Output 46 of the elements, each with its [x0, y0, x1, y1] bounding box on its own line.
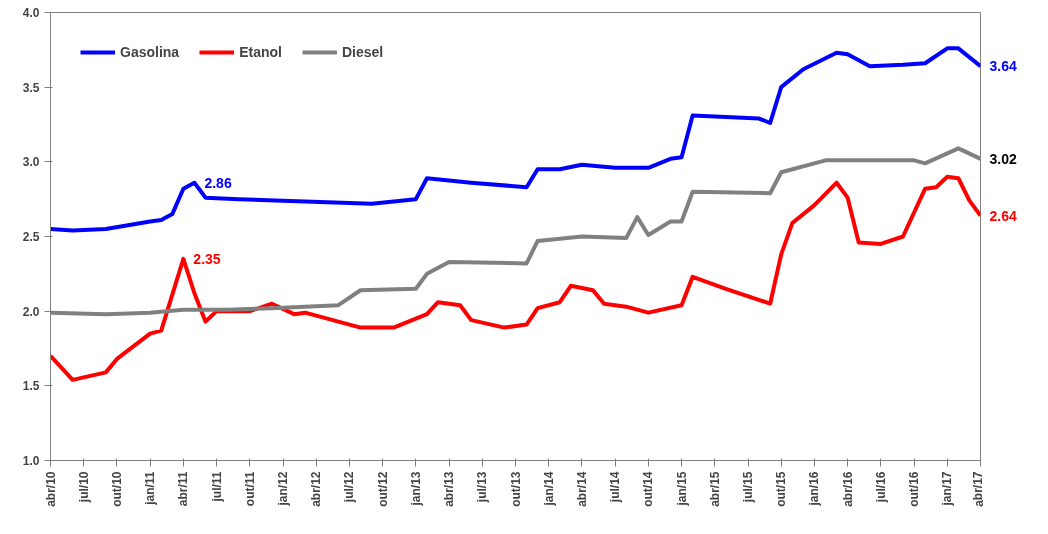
y-tick-label: 4.0 — [22, 6, 40, 20]
x-tick-label: abr/12 — [309, 471, 324, 507]
x-tick-label: jul/16 — [873, 471, 888, 504]
x-tick-label: jan/17 — [940, 471, 955, 507]
x-tick-label: out/16 — [907, 471, 922, 507]
x-tick-label: jul/10 — [76, 471, 91, 504]
x-tick-label: abr/14 — [574, 471, 589, 507]
annotation: 3.02 — [989, 150, 1017, 167]
y-tick-label: 2.5 — [22, 230, 40, 244]
x-tick-label: jul/14 — [608, 471, 623, 504]
x-tick-label: out/12 — [375, 471, 390, 507]
x-tick-label: out/15 — [774, 471, 789, 507]
x-tick-label: jan/12 — [276, 471, 290, 507]
x-tick-label: jul/11 — [209, 471, 224, 503]
x-tick-label: abr/17 — [971, 471, 986, 507]
y-tick-label: 2.0 — [22, 304, 40, 319]
legend-label: Gasolina — [120, 44, 180, 60]
x-tick-label: jul/13 — [475, 471, 490, 504]
x-tick-label: abr/15 — [707, 471, 722, 507]
x-tick-label: abr/13 — [442, 471, 457, 507]
annotation: 2.64 — [989, 207, 1017, 224]
x-tick-label: jan/15 — [674, 471, 689, 507]
x-tick-label: out/14 — [641, 471, 656, 507]
legend-label: Diesel — [341, 44, 384, 60]
x-tick-label: jan/13 — [408, 471, 423, 507]
line-series — [50, 46, 981, 233]
x-tick-label: abr/10 — [43, 471, 58, 507]
annotation: 2.35 — [193, 250, 221, 267]
y-tick-label: 3.5 — [22, 80, 40, 95]
line-series — [50, 174, 981, 382]
x-tick-label: jan/11 — [143, 471, 158, 506]
annotation: 2.86 — [204, 174, 232, 191]
x-tick-label: out/10 — [109, 471, 124, 507]
x-tick-label: abr/16 — [840, 471, 855, 507]
y-tick-label: 1.5 — [22, 379, 40, 394]
x-tick-label: out/13 — [508, 471, 523, 507]
x-tick-label: abr/11 — [176, 471, 191, 507]
y-tick-label: 3.0 — [22, 155, 40, 170]
x-tick-label: jul/15 — [741, 471, 755, 504]
x-tick-label: jan/14 — [541, 471, 556, 507]
x-tick-label: jan/16 — [807, 471, 822, 507]
x-tick-label: out/11 — [242, 471, 257, 507]
legend-label: Etanol — [239, 44, 282, 60]
x-tick-label: jul/12 — [342, 471, 357, 504]
annotation: 3.64 — [989, 58, 1017, 75]
y-tick-label: 1.0 — [22, 454, 40, 468]
